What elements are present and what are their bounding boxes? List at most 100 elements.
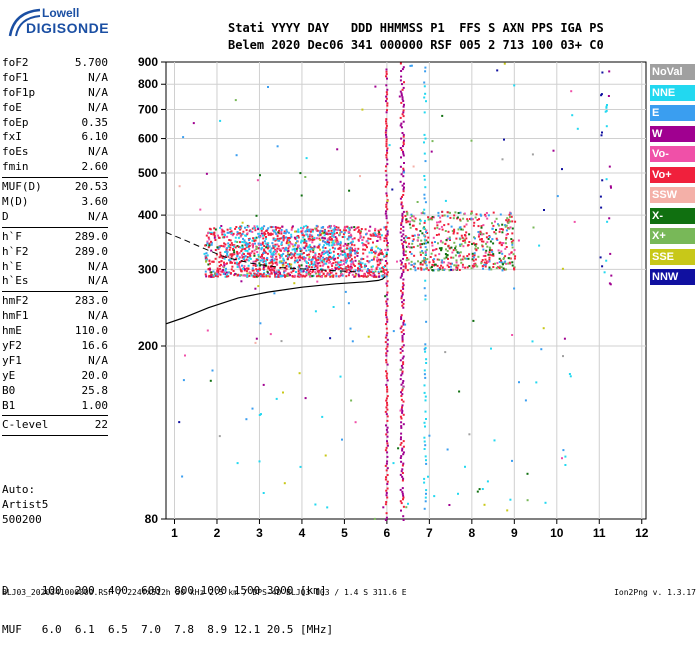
echo-point xyxy=(277,275,280,278)
echo-point xyxy=(239,235,242,238)
echo-point xyxy=(407,220,409,223)
echo-point xyxy=(384,478,387,481)
echo-point xyxy=(460,243,463,246)
echo-point xyxy=(491,222,493,225)
echo-point xyxy=(220,231,223,234)
echo-point xyxy=(399,359,402,362)
echo-point xyxy=(305,240,308,243)
echo-point xyxy=(283,249,286,252)
echo-point xyxy=(239,232,242,235)
echo-point xyxy=(350,226,353,229)
echo-point xyxy=(424,219,426,222)
echo-point xyxy=(243,268,246,271)
echo-point xyxy=(385,70,388,73)
echo-point xyxy=(448,269,451,272)
echo-point xyxy=(402,453,405,456)
echo-point xyxy=(264,260,267,263)
echo-point xyxy=(513,266,516,269)
plot-border xyxy=(165,61,647,520)
param-value: 5.700 xyxy=(74,56,108,69)
echo-point xyxy=(254,260,257,263)
echo-point xyxy=(478,488,481,491)
echo-point xyxy=(399,116,402,119)
echo-point xyxy=(265,229,268,232)
echo-point xyxy=(498,257,501,260)
echo-point xyxy=(305,249,308,252)
echo-point xyxy=(378,260,381,263)
echo-point xyxy=(326,272,329,275)
echo-point xyxy=(297,273,300,276)
echo-point xyxy=(384,336,387,339)
echo-point xyxy=(459,243,461,246)
echo-point xyxy=(400,297,403,300)
echo-point xyxy=(485,232,488,235)
echo-point xyxy=(386,431,389,434)
echo-point xyxy=(354,421,357,424)
echo-point xyxy=(385,228,388,231)
echo-point xyxy=(507,221,510,224)
param-row: MUF(D) 20.53 xyxy=(2,180,108,195)
echo-point xyxy=(386,200,389,203)
echo-point xyxy=(281,262,284,265)
y-tick-label: 600 xyxy=(138,132,158,146)
echo-point xyxy=(477,235,480,238)
echo-point xyxy=(287,263,289,266)
echo-point xyxy=(282,391,284,394)
param-value: N/A xyxy=(88,85,108,99)
echo-point xyxy=(325,275,328,278)
echo-point xyxy=(428,434,431,437)
echo-point xyxy=(601,179,604,182)
echo-point xyxy=(339,242,342,244)
echo-point xyxy=(400,314,403,317)
echo-point xyxy=(374,85,377,88)
echo-point xyxy=(447,223,450,226)
echo-point xyxy=(275,272,278,275)
echo-point xyxy=(319,232,321,235)
echo-point xyxy=(236,241,239,243)
echo-point xyxy=(406,237,409,239)
echo-point xyxy=(386,233,389,235)
echo-point xyxy=(402,225,405,228)
echo-point xyxy=(446,237,449,240)
echo-point xyxy=(385,95,388,98)
echo-point xyxy=(272,247,275,250)
echo-point xyxy=(273,229,276,232)
echo-point xyxy=(368,260,371,263)
muf-distance-table: D 100 200 400 600 800 1000 1500 3000 [km… xyxy=(2,558,333,649)
echo-point xyxy=(374,227,377,230)
echo-point xyxy=(239,261,241,264)
echo-point xyxy=(245,245,248,248)
echo-point xyxy=(290,271,293,274)
echo-point xyxy=(330,225,332,227)
echo-point xyxy=(260,232,263,235)
echo-point xyxy=(241,241,244,243)
echo-point xyxy=(424,201,427,204)
echo-point xyxy=(384,185,387,188)
echo-point xyxy=(385,413,388,416)
echo-point xyxy=(505,236,508,239)
echo-point xyxy=(359,263,362,266)
echo-point xyxy=(349,242,352,244)
echo-point xyxy=(422,211,424,214)
echo-point xyxy=(238,251,241,254)
echo-point xyxy=(280,260,283,263)
echo-point xyxy=(263,225,266,228)
echo-point xyxy=(236,274,239,277)
echo-point xyxy=(265,246,268,249)
echo-point xyxy=(501,252,504,255)
echo-point xyxy=(230,232,233,235)
echo-point xyxy=(324,270,327,272)
echo-point xyxy=(448,236,451,239)
echo-point xyxy=(302,227,305,230)
echo-point xyxy=(386,363,389,366)
param-value: 6.10 xyxy=(81,130,109,144)
param-row: h`F2 289.0 xyxy=(2,245,108,260)
echo-point xyxy=(423,175,426,177)
echo-point xyxy=(449,265,452,268)
echo-point xyxy=(385,406,388,409)
echo-point xyxy=(278,247,281,250)
echo-point xyxy=(254,341,257,344)
echo-point xyxy=(324,247,327,249)
echo-point xyxy=(287,257,290,260)
echo-point xyxy=(357,238,360,241)
